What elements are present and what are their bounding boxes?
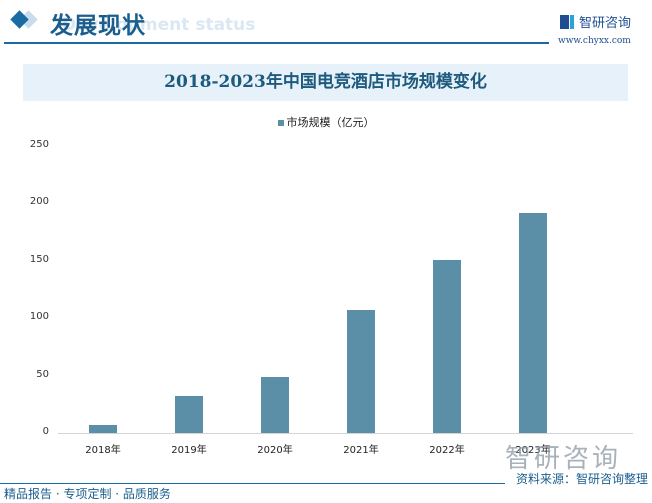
- brand-name: 智研咨询: [579, 16, 632, 31]
- x-tick-label: 2018年: [85, 445, 121, 456]
- y-tick-label: 200: [29, 196, 49, 208]
- chart-title-band: 2018-2023年中国电竞酒店市场规模变化: [23, 64, 628, 101]
- x-tick-label: 2021年: [343, 445, 379, 456]
- legend-swatch-icon: [277, 120, 284, 126]
- section-subtitle: Development status: [62, 15, 256, 35]
- bar-2022年: [433, 259, 461, 433]
- bar-2023年: [519, 212, 547, 433]
- bar-2021年: [347, 310, 375, 433]
- y-tick-label: 0: [42, 426, 49, 437]
- x-axis-line: [58, 433, 633, 434]
- x-tick-label: 2023年: [515, 445, 551, 456]
- brand-logo-icon: [560, 14, 574, 29]
- brand: 智研咨询: [560, 12, 631, 31]
- legend-label: 市场规模（亿元）: [286, 116, 375, 129]
- y-tick-label: 100: [29, 311, 49, 323]
- bar-2020年: [261, 376, 289, 433]
- section-title: 发展现状: [50, 13, 146, 39]
- chart-legend: 市场规模（亿元）: [0, 114, 652, 130]
- x-tick-label: 2022年: [429, 445, 465, 456]
- x-tick-label: 2019年: [171, 445, 207, 456]
- bar-2018年: [89, 424, 117, 433]
- brand-url: www.chyxx.com: [558, 36, 631, 46]
- bar-2019年: [175, 395, 203, 433]
- y-tick-label: 250: [29, 139, 49, 150]
- footer-divider: [0, 483, 505, 484]
- source-note: 资料来源：智研咨询整理: [515, 472, 648, 486]
- y-tick-label: 50: [36, 368, 49, 380]
- y-tick-label: 150: [29, 253, 49, 265]
- x-tick-label: 2020年: [257, 445, 293, 456]
- footer-slogan: 精品报告 · 专项定制 · 品质服务: [4, 487, 171, 501]
- chart-title: 2018-2023年中国电竞酒店市场规模变化: [164, 72, 487, 92]
- section-header: Development status 发展现状 智研咨询 www.chyxx.c…: [0, 0, 652, 60]
- watermark: 智研咨询: [505, 444, 622, 474]
- header-divider: [4, 42, 549, 44]
